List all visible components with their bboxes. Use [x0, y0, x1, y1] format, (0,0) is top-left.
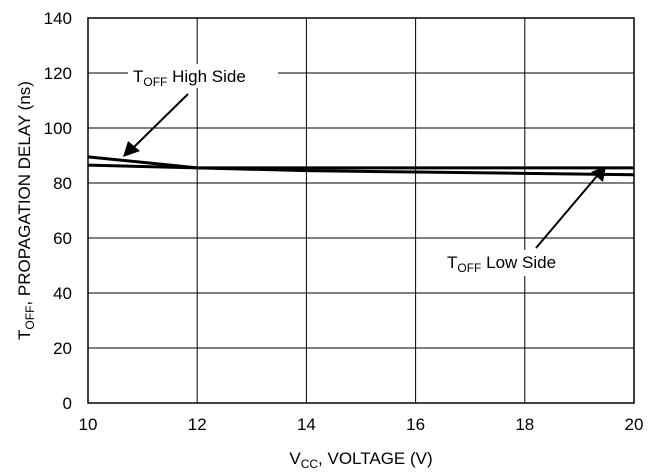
high-side-arrow-head [123, 141, 140, 157]
x-axis-label: VCC, VOLTAGE (V) [289, 449, 432, 471]
series-lines [87, 155, 635, 177]
annotation-low-side: TOFF Low Side [440, 166, 606, 276]
x-tick-label: 14 [297, 415, 316, 434]
low-side-label: TOFF Low Side [447, 253, 556, 275]
high-side-arrow-line [132, 93, 189, 149]
x-tick-label: 16 [406, 415, 425, 434]
y-tick-label: 100 [44, 119, 72, 138]
high-side-label: TOFF High Side [133, 67, 246, 89]
y-tick-label: 20 [53, 339, 72, 358]
y-tick-label: 120 [44, 64, 72, 83]
x-tick-labels: 10 12 14 16 18 20 [79, 415, 644, 434]
low-side-arrow-head [591, 166, 606, 182]
x-tick-label: 18 [515, 415, 534, 434]
y-tick-label: 0 [63, 394, 72, 413]
series-line-low-side [87, 163, 634, 170]
annotation-high-side: TOFF High Side [123, 64, 278, 157]
y-tick-labels: 0 20 40 60 80 100 120 140 [44, 9, 72, 413]
x-tick-label: 12 [188, 415, 207, 434]
plot-frame [87, 17, 635, 404]
y-tick-label: 80 [53, 174, 72, 193]
y-tick-label: 40 [53, 284, 72, 303]
x-tick-label: 20 [625, 415, 644, 434]
low-side-arrow-line [535, 175, 598, 249]
x-tick-label: 10 [79, 415, 98, 434]
y-axis-label: TOFF, PROPAGATION DELAY (ns) [15, 81, 37, 340]
y-tick-label: 60 [53, 229, 72, 248]
y-tick-label: 140 [44, 9, 72, 28]
